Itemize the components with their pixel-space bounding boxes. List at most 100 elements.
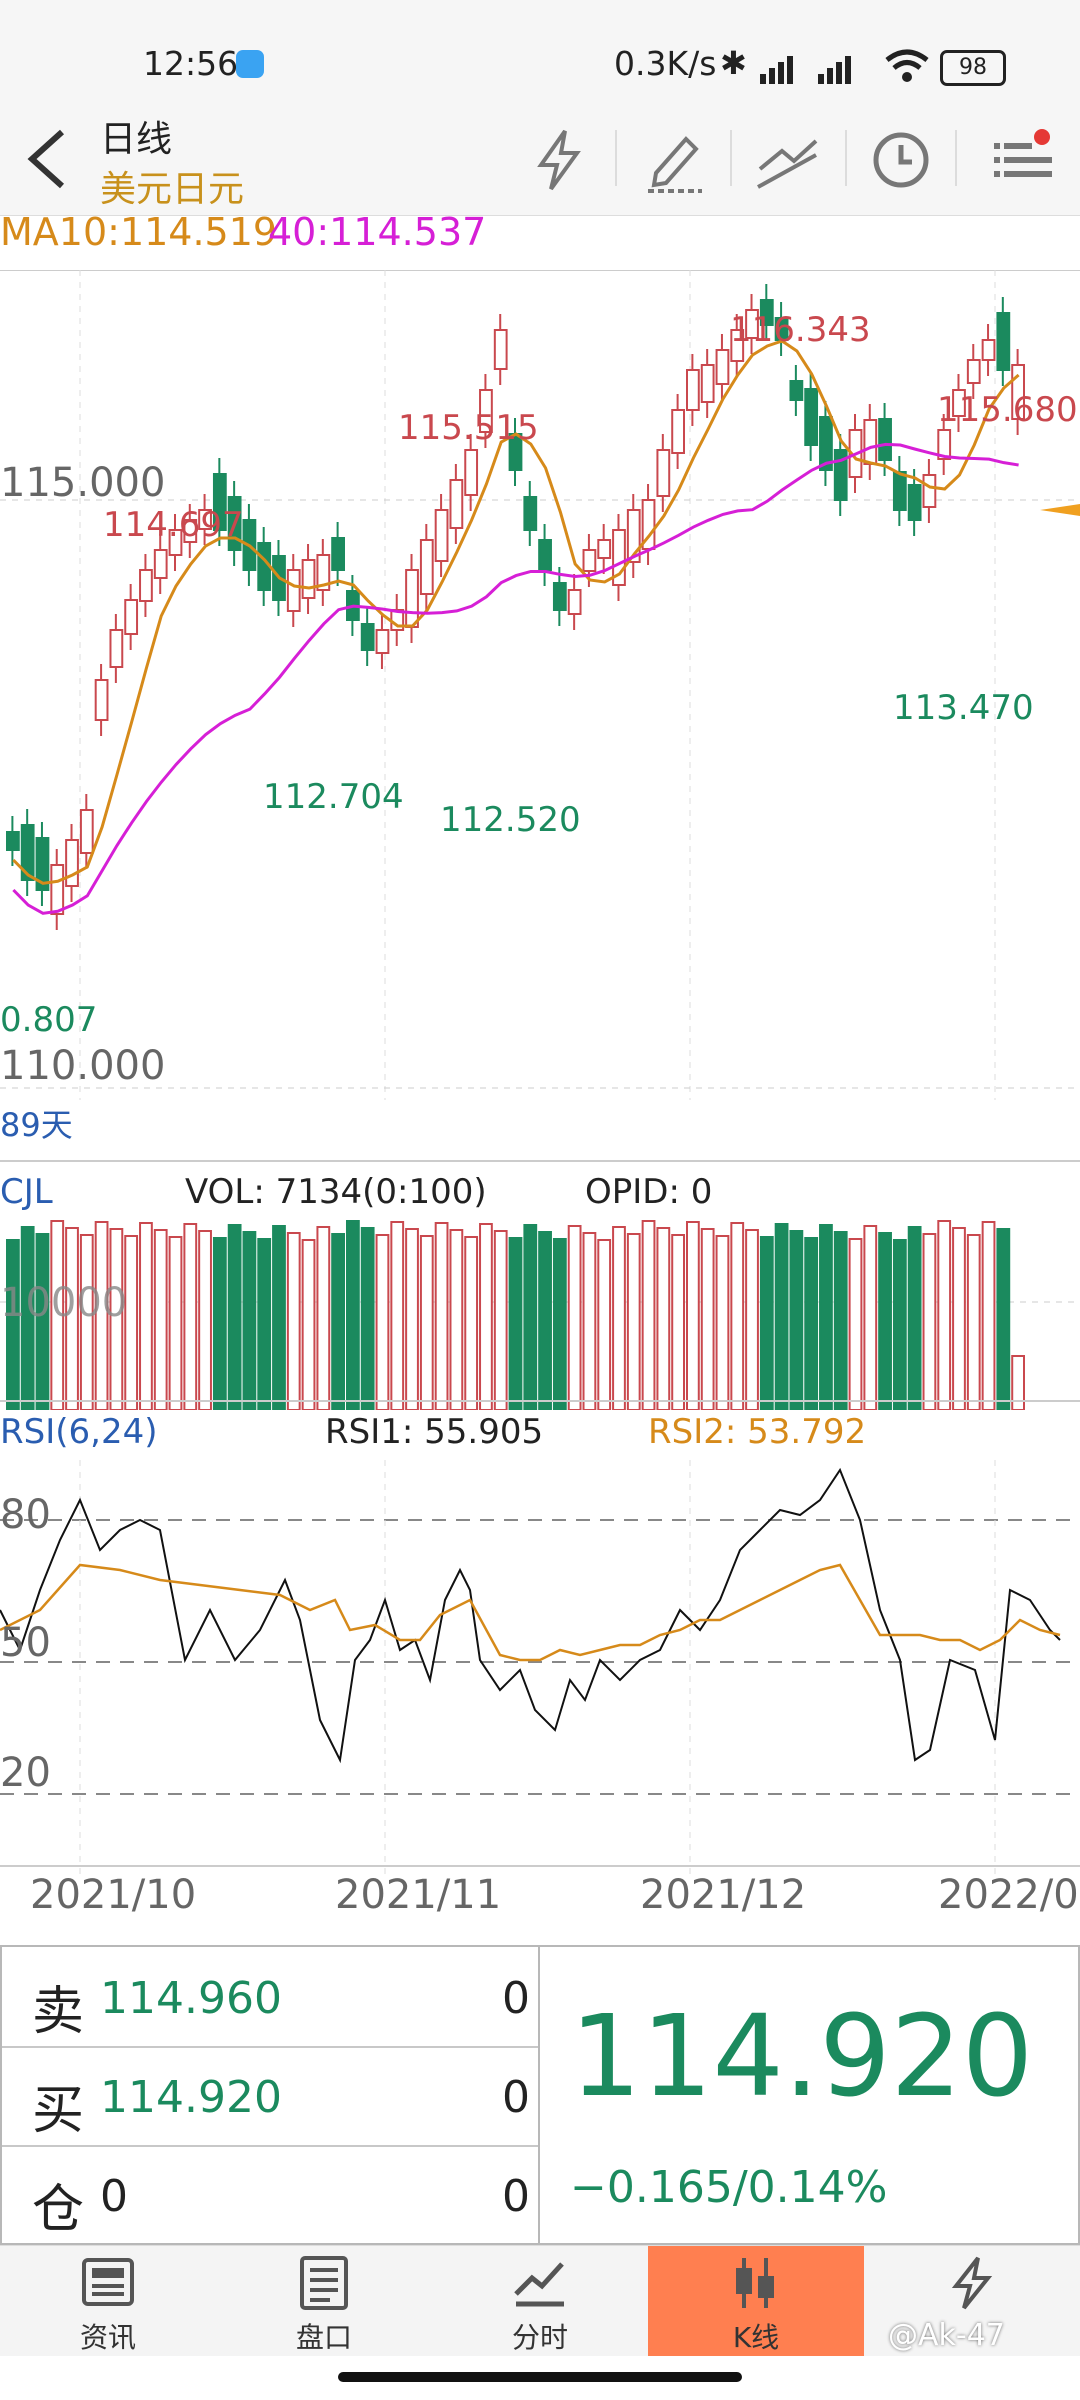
trend-icon[interactable] xyxy=(752,125,822,195)
candle xyxy=(952,389,966,417)
x-axis-date: 2022/0 xyxy=(938,1872,1079,1918)
toolbar-divider xyxy=(615,130,617,186)
candle xyxy=(597,539,612,559)
candle xyxy=(567,589,582,615)
volume-bar xyxy=(641,1220,656,1410)
position-qty: 0 xyxy=(502,2171,530,2222)
battery-icon: 98 xyxy=(940,50,1006,86)
bid-qty: 0 xyxy=(502,2072,530,2123)
volume-bar xyxy=(863,1225,878,1410)
candle xyxy=(79,809,94,854)
candle xyxy=(523,496,538,531)
back-icon[interactable] xyxy=(22,128,72,190)
volume-bar xyxy=(65,1227,79,1410)
volume-bar xyxy=(316,1226,331,1410)
nav-label: 资讯 xyxy=(79,2321,136,2354)
toolbar-divider xyxy=(955,130,957,186)
menu-icon[interactable] xyxy=(990,125,1060,195)
volume-bar xyxy=(286,1232,301,1410)
x-axis-date: 2021/12 xyxy=(640,1872,807,1918)
nav-news[interactable]: 资讯 xyxy=(0,2246,216,2356)
candle xyxy=(819,416,833,471)
candle xyxy=(730,329,745,362)
flash-icon[interactable] xyxy=(525,125,595,195)
volume-bar xyxy=(1011,1355,1026,1410)
price-high-label: 115.680 xyxy=(937,390,1078,430)
volume-bar xyxy=(966,1234,981,1410)
rsi-level-80: 80 xyxy=(0,1492,51,1538)
app-notification-icon xyxy=(236,50,264,78)
nav-label: 分时 xyxy=(511,2321,568,2354)
bid-price: 114.920 xyxy=(100,2072,282,2123)
rsi-chart[interactable] xyxy=(0,1460,1080,1880)
status-bar: 12:56 0.3K/s ✱ 98 xyxy=(0,0,1080,110)
candle xyxy=(50,864,65,915)
price-change: −0.165/0.14% xyxy=(570,2162,888,2213)
nav-timeshare[interactable]: 分时 xyxy=(432,2246,648,2356)
price-chart[interactable] xyxy=(0,270,1080,1100)
volume-bar xyxy=(523,1224,538,1410)
candle xyxy=(198,509,212,530)
rsi1-value: RSI1: 55.905 xyxy=(325,1412,544,1452)
volume-bar xyxy=(301,1239,316,1410)
price-high-label: 114.697 xyxy=(103,505,244,545)
volume-bar xyxy=(597,1239,612,1410)
candlestick-icon xyxy=(736,2258,774,2308)
price-low-label: 113.470 xyxy=(893,688,1034,728)
candle xyxy=(878,418,892,461)
volume-bar xyxy=(878,1232,892,1410)
price-high-label: 115.515 xyxy=(398,408,539,448)
volume-bar xyxy=(464,1236,479,1410)
candle xyxy=(981,339,996,361)
nav-label: 盘口 xyxy=(295,2321,352,2354)
x-axis-date: 2021/11 xyxy=(335,1872,502,1918)
volume-bar xyxy=(730,1222,745,1410)
period-label: 89天 xyxy=(0,1106,73,1144)
clock-icon[interactable] xyxy=(866,125,936,195)
rsi-divider xyxy=(0,1400,1080,1402)
bluetooth-icon: ✱ xyxy=(720,44,747,82)
nav-orderbook[interactable]: 盘口 xyxy=(216,2246,432,2356)
volume-bar xyxy=(656,1227,671,1410)
price-low-label: 112.520 xyxy=(440,800,581,840)
opid-value: OPID: 0 xyxy=(585,1172,713,1212)
volume-bar xyxy=(405,1228,419,1410)
volume-bar xyxy=(996,1228,1011,1410)
rsi2-value: RSI2: 53.792 xyxy=(648,1412,867,1452)
candle xyxy=(464,449,479,496)
candle xyxy=(582,549,597,572)
volume-bar xyxy=(907,1226,922,1410)
bid-label: 买 xyxy=(32,2081,85,2141)
volume-bar xyxy=(153,1229,168,1410)
volume-bar xyxy=(124,1235,139,1410)
volume-bar xyxy=(626,1233,641,1410)
volume-bar xyxy=(390,1221,405,1410)
position-row[interactable]: 仓 0 0 xyxy=(2,2145,538,2244)
ask-row[interactable]: 卖 114.960 0 xyxy=(2,1947,538,2048)
volume-chart[interactable] xyxy=(0,1210,1080,1410)
candle xyxy=(833,449,848,501)
bottom-nav: 资讯 盘口 分时 K线 xyxy=(0,2245,1080,2356)
instrument-name[interactable]: 美元日元 xyxy=(100,169,245,210)
x-axis-date: 2021/10 xyxy=(30,1872,197,1918)
candle xyxy=(1011,364,1026,420)
toolbar-divider xyxy=(845,130,847,186)
volume-bar xyxy=(212,1237,227,1410)
candle xyxy=(212,473,227,531)
volume-bar xyxy=(109,1228,124,1410)
bid-row[interactable]: 买 114.920 0 xyxy=(2,2046,538,2147)
nav-kline[interactable]: K线 xyxy=(648,2246,864,2356)
candle xyxy=(745,309,759,339)
last-price-panel: 114.920 −0.165/0.14% xyxy=(540,1945,1080,2245)
ask-qty: 0 xyxy=(502,1973,530,2024)
volume-name: CJL xyxy=(0,1172,53,1212)
volume-bar xyxy=(804,1237,819,1410)
candle xyxy=(671,409,686,454)
home-indicator[interactable] xyxy=(338,2372,742,2382)
price-high-label: 116.343 xyxy=(730,310,871,350)
candle xyxy=(109,629,124,668)
pen-icon[interactable] xyxy=(640,125,710,195)
volume-bar xyxy=(686,1221,700,1410)
nav-flash[interactable] xyxy=(864,2246,1080,2356)
candle xyxy=(715,349,730,385)
